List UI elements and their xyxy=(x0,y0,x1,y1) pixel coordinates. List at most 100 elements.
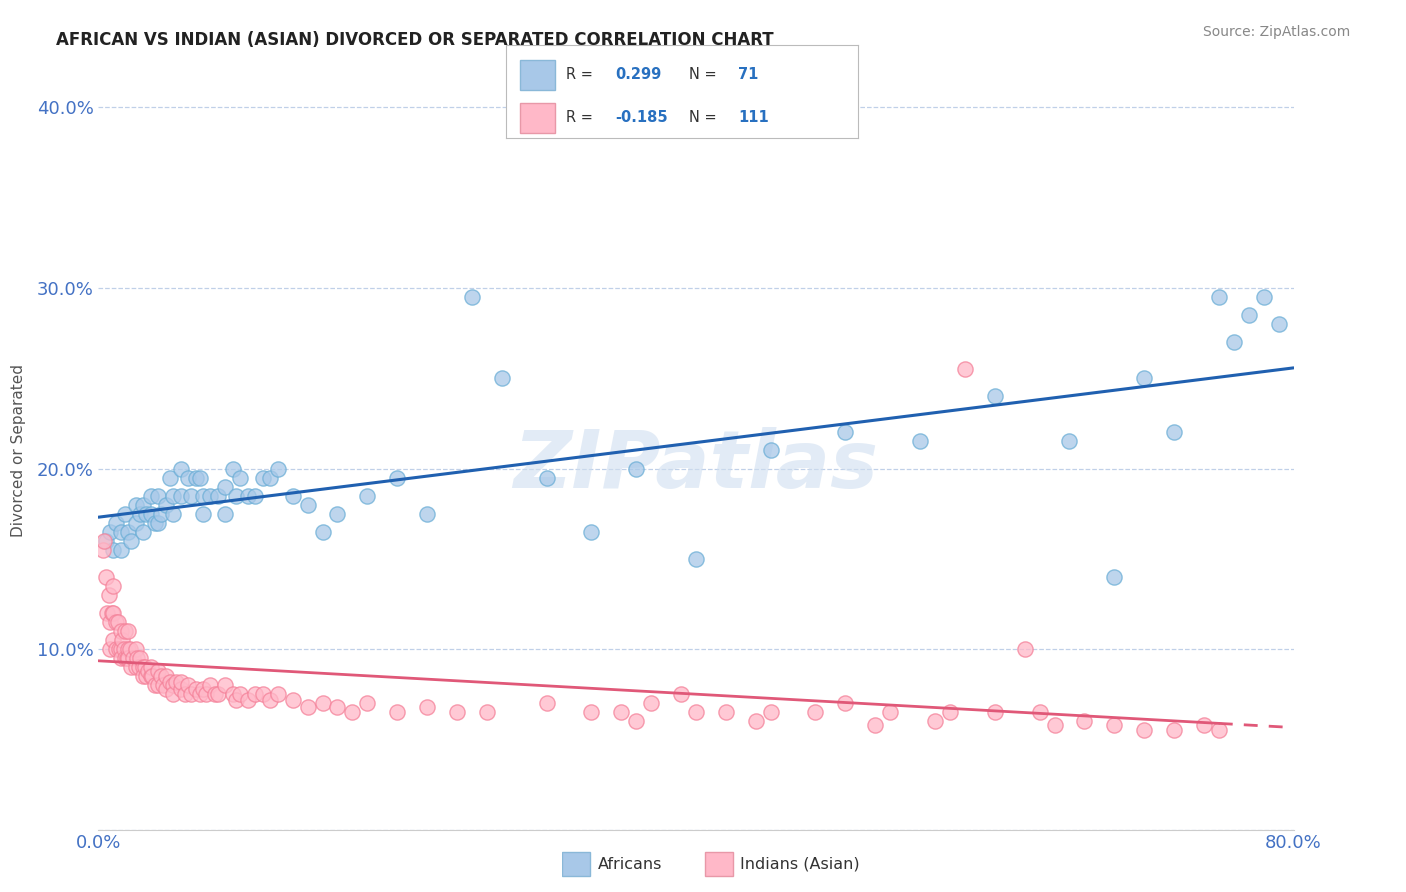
Point xyxy=(110,624,132,638)
Point xyxy=(120,533,142,548)
Point xyxy=(143,516,166,530)
Point xyxy=(297,498,319,512)
Point xyxy=(136,664,159,678)
Point xyxy=(94,570,117,584)
Point xyxy=(111,633,134,648)
Point xyxy=(252,470,274,484)
FancyBboxPatch shape xyxy=(520,60,555,89)
Point xyxy=(118,642,141,657)
Point xyxy=(107,615,129,629)
Point xyxy=(214,678,236,692)
Point xyxy=(162,489,184,503)
Point xyxy=(924,714,946,729)
Point xyxy=(356,696,378,710)
Point xyxy=(311,524,333,539)
Point xyxy=(155,498,177,512)
Point xyxy=(326,507,349,521)
Point xyxy=(416,699,439,714)
Point xyxy=(259,692,281,706)
Point xyxy=(759,705,782,719)
Point xyxy=(93,533,115,548)
Point xyxy=(120,660,142,674)
Point xyxy=(581,705,603,719)
Point xyxy=(953,362,976,376)
Point xyxy=(132,660,155,674)
Text: 111: 111 xyxy=(738,110,769,125)
Point xyxy=(536,470,558,484)
Text: R =: R = xyxy=(565,110,598,125)
Point xyxy=(134,660,156,674)
Point xyxy=(139,660,162,674)
Point xyxy=(356,489,378,503)
Point xyxy=(184,470,207,484)
Point xyxy=(214,507,236,521)
Point xyxy=(191,489,214,503)
Point xyxy=(281,489,304,503)
Point xyxy=(236,692,259,706)
Point xyxy=(200,489,222,503)
Point xyxy=(536,696,558,710)
Point xyxy=(1237,308,1260,322)
Point xyxy=(267,687,290,701)
Point xyxy=(446,705,468,719)
Point xyxy=(110,542,132,557)
Point xyxy=(326,699,349,714)
FancyBboxPatch shape xyxy=(704,853,733,876)
Point xyxy=(1133,723,1156,738)
Point xyxy=(155,681,177,696)
Point xyxy=(879,705,901,719)
Point xyxy=(174,687,197,701)
Point xyxy=(132,498,155,512)
Point xyxy=(159,470,181,484)
Point xyxy=(98,642,122,657)
Point xyxy=(222,687,245,701)
Point xyxy=(184,681,207,696)
Text: Indians (Asian): Indians (Asian) xyxy=(741,857,860,871)
Point xyxy=(984,389,1007,403)
FancyBboxPatch shape xyxy=(520,103,555,133)
Point xyxy=(669,687,692,701)
Point xyxy=(115,651,138,665)
Point xyxy=(685,551,707,566)
Point xyxy=(475,705,498,719)
Point xyxy=(103,633,125,648)
Point xyxy=(245,489,267,503)
Text: AFRICAN VS INDIAN (ASIAN) DIVORCED OR SEPARATED CORRELATION CHART: AFRICAN VS INDIAN (ASIAN) DIVORCED OR SE… xyxy=(56,31,773,49)
Point xyxy=(165,674,187,689)
Point xyxy=(105,642,128,657)
Point xyxy=(908,434,931,449)
Point xyxy=(162,687,184,701)
FancyBboxPatch shape xyxy=(562,853,591,876)
Point xyxy=(180,489,202,503)
Text: N =: N = xyxy=(689,110,721,125)
Point xyxy=(121,651,143,665)
Point xyxy=(112,642,135,657)
Point xyxy=(114,624,136,638)
Point xyxy=(1267,317,1289,331)
Point xyxy=(105,615,128,629)
Text: 0.299: 0.299 xyxy=(616,67,661,82)
Point xyxy=(385,470,409,484)
Point xyxy=(117,624,139,638)
Point xyxy=(141,669,163,683)
Point xyxy=(204,687,226,701)
Point xyxy=(1043,718,1066,732)
Point xyxy=(108,642,131,657)
Point xyxy=(984,705,1007,719)
Point xyxy=(150,507,173,521)
Point xyxy=(125,516,148,530)
Point xyxy=(162,678,184,692)
Point xyxy=(416,507,439,521)
Point xyxy=(745,714,768,729)
Text: 71: 71 xyxy=(738,67,758,82)
Text: ZIPatlas: ZIPatlas xyxy=(513,426,879,505)
Point xyxy=(117,642,139,657)
Point xyxy=(342,705,364,719)
Point xyxy=(169,674,191,689)
Point xyxy=(97,588,120,602)
Point xyxy=(98,615,122,629)
Point xyxy=(139,507,162,521)
Text: Africans: Africans xyxy=(598,857,662,871)
Point xyxy=(267,461,290,475)
Text: R =: R = xyxy=(565,67,598,82)
